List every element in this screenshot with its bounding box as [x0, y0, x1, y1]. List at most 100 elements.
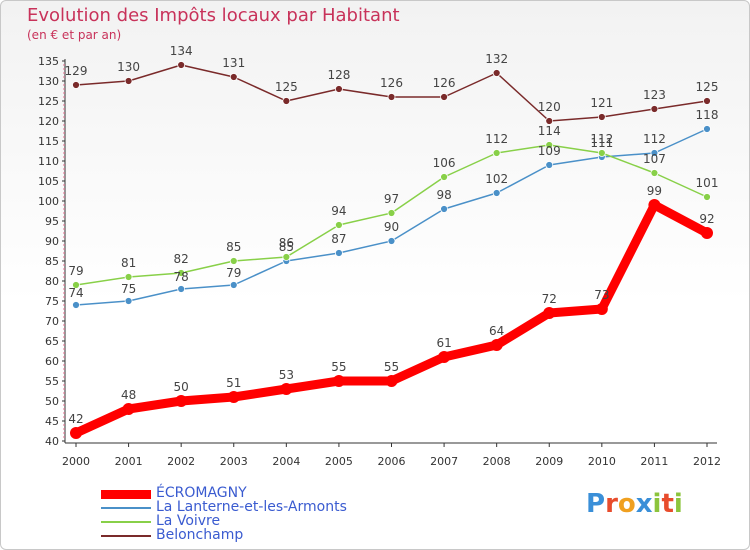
y-tick-label: 60: [45, 355, 59, 368]
legend-swatch: [101, 507, 151, 509]
data-label: 79: [226, 266, 241, 280]
data-label: 86: [279, 236, 294, 250]
data-point: [492, 69, 501, 77]
logo-letter: t: [661, 489, 674, 519]
y-tick-label: 125: [38, 95, 59, 108]
data-point: [545, 117, 554, 125]
data-point: [440, 173, 448, 181]
data-point: [72, 81, 80, 89]
data-label: 107: [643, 152, 666, 166]
data-label: 98: [436, 188, 451, 202]
legend-swatch: [101, 521, 151, 523]
y-tick-label: 120: [38, 115, 59, 128]
data-point: [387, 237, 396, 245]
data-label: 102: [485, 172, 508, 186]
data-point: [595, 303, 608, 315]
data-label: 75: [121, 282, 136, 296]
data-label: 85: [226, 240, 241, 254]
data-point: [122, 403, 135, 415]
x-tick-label: 2005: [325, 455, 353, 468]
data-label: 125: [696, 80, 719, 94]
data-point: [70, 427, 82, 439]
data-label: 53: [279, 368, 294, 382]
data-label: 82: [174, 252, 189, 266]
data-label: 130: [117, 60, 140, 74]
x-tick-label: 2011: [640, 455, 668, 468]
data-point: [597, 149, 606, 157]
data-point: [438, 351, 451, 363]
data-point: [703, 125, 711, 133]
data-point: [227, 391, 240, 403]
data-label: 61: [436, 336, 451, 350]
data-label: 128: [327, 68, 350, 82]
data-label: 50: [174, 380, 189, 394]
data-label: 106: [433, 156, 456, 170]
logo-letter: o: [617, 489, 636, 519]
legend-label: ÉCROMAGNY: [156, 485, 247, 501]
data-point: [335, 221, 343, 229]
y-tick-label: 115: [38, 135, 59, 148]
data-point: [177, 269, 186, 277]
y-tick-label: 85: [45, 255, 59, 268]
data-point: [650, 169, 659, 177]
data-point: [545, 141, 554, 149]
data-label: 97: [384, 192, 399, 206]
x-tick-label: 2000: [62, 455, 90, 468]
logo-letter: i: [673, 489, 683, 519]
logo-letter: x: [635, 489, 653, 519]
data-point: [650, 149, 659, 157]
data-point: [440, 205, 448, 213]
data-label: 125: [275, 80, 298, 94]
x-tick-label: 2004: [272, 455, 300, 468]
data-label: 94: [331, 204, 346, 218]
legend-label: La Voivre: [156, 513, 221, 529]
data-point: [545, 161, 554, 169]
data-point: [72, 281, 80, 289]
chart-subtitle: (en € et par an): [27, 28, 122, 42]
data-point: [282, 253, 291, 261]
data-label: 79: [68, 264, 83, 278]
data-point: [650, 105, 659, 113]
legend-label: Belonchamp: [156, 527, 244, 543]
y-tick-label: 80: [45, 275, 59, 288]
legend-label: La Lanterne-et-les-Armonts: [156, 499, 347, 515]
data-point: [175, 395, 188, 407]
data-label: 74: [68, 286, 83, 300]
y-tick-label: 65: [45, 335, 59, 348]
data-point: [492, 149, 501, 157]
data-point: [703, 97, 711, 105]
chart-title: Evolution des Impôts locaux par Habitant: [27, 5, 400, 26]
y-tick-label: 95: [45, 215, 59, 228]
logo-letter: P: [586, 489, 606, 519]
data-label: 111: [590, 136, 613, 150]
data-point: [282, 97, 291, 105]
y-tick-label: 90: [45, 235, 59, 248]
data-label: 51: [226, 376, 241, 390]
data-point: [492, 189, 501, 197]
data-label: 134: [170, 44, 193, 58]
data-label: 109: [538, 144, 561, 158]
data-point: [229, 281, 238, 289]
x-tick-label: 2001: [115, 455, 143, 468]
data-point: [72, 301, 80, 309]
data-label: 99: [647, 184, 662, 198]
data-label: 112: [643, 132, 666, 146]
data-point: [332, 375, 345, 387]
data-label: 48: [121, 388, 136, 402]
data-label: 129: [65, 64, 88, 78]
data-label: 126: [433, 76, 456, 90]
y-tick-label: 135: [38, 55, 59, 68]
data-label: 85: [279, 240, 294, 254]
data-point: [440, 93, 448, 101]
data-point: [385, 375, 398, 387]
x-tick-label: 2002: [167, 455, 195, 468]
data-point: [597, 113, 606, 121]
data-label: 121: [590, 96, 613, 110]
data-label: 114: [538, 124, 561, 138]
data-point: [703, 193, 711, 201]
data-label: 72: [542, 292, 557, 306]
y-tick-label: 75: [45, 295, 59, 308]
data-label: 90: [384, 220, 399, 234]
